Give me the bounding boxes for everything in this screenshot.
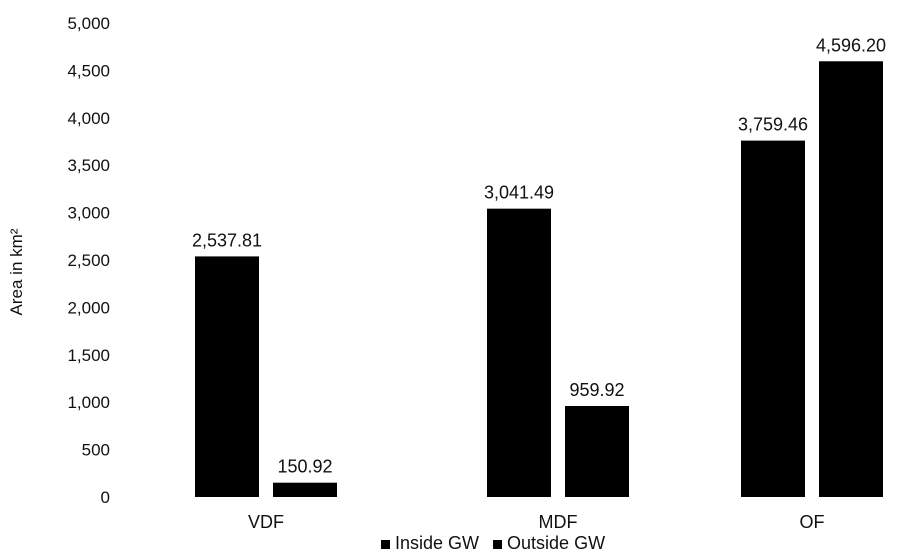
y-tick-label: 500 bbox=[82, 441, 110, 460]
bars bbox=[195, 61, 883, 497]
data-label: 959.92 bbox=[569, 380, 624, 400]
legend-swatch bbox=[381, 540, 390, 549]
y-tick-label: 4,000 bbox=[67, 109, 110, 128]
legend-label: Inside GW bbox=[395, 533, 479, 553]
x-category-label: OF bbox=[800, 512, 825, 532]
x-axis-categories: VDF MDF OF bbox=[248, 512, 825, 532]
data-label: 3,759.46 bbox=[738, 115, 808, 135]
bar-outside-gw-vdf bbox=[273, 482, 337, 497]
y-tick-label: 4,500 bbox=[67, 61, 110, 80]
legend-label: Outside GW bbox=[507, 533, 605, 553]
data-label: 4,596.20 bbox=[816, 35, 886, 55]
y-tick-label: 2,500 bbox=[67, 251, 110, 270]
x-category-label: VDF bbox=[248, 512, 284, 532]
y-tick-label: 0 bbox=[101, 488, 110, 507]
legend-swatch bbox=[493, 540, 503, 549]
y-tick-label: 3,500 bbox=[67, 156, 110, 175]
y-tick-label: 1,500 bbox=[67, 346, 110, 365]
y-tick-label: 3,000 bbox=[67, 204, 110, 223]
y-tick-label: 5,000 bbox=[67, 14, 110, 33]
legend: Inside GW Outside GW bbox=[381, 533, 605, 553]
x-category-label: MDF bbox=[539, 512, 578, 532]
bar-outside-gw-mdf bbox=[565, 405, 629, 497]
data-label: 2,537.81 bbox=[192, 230, 262, 250]
data-labels: 2,537.81 3,041.49 3,759.46 150.92 959.92 4,59… bbox=[192, 35, 886, 476]
bar-outside-gw-of bbox=[819, 61, 883, 497]
y-tick-label: 2,000 bbox=[67, 298, 110, 317]
data-label: 150.92 bbox=[277, 457, 332, 477]
data-label: 3,041.49 bbox=[484, 183, 554, 203]
y-axis-ticks: 0 500 1,000 1,500 2,000 2,500 3,000 3,500 4,000 4… bbox=[67, 14, 110, 507]
bar-inside-gw-vdf bbox=[195, 256, 259, 497]
y-axis-label: Area in km² bbox=[7, 228, 26, 315]
bar-inside-gw-of bbox=[741, 140, 805, 497]
bar-inside-gw-mdf bbox=[487, 208, 551, 497]
y-tick-label: 1,000 bbox=[67, 393, 110, 412]
